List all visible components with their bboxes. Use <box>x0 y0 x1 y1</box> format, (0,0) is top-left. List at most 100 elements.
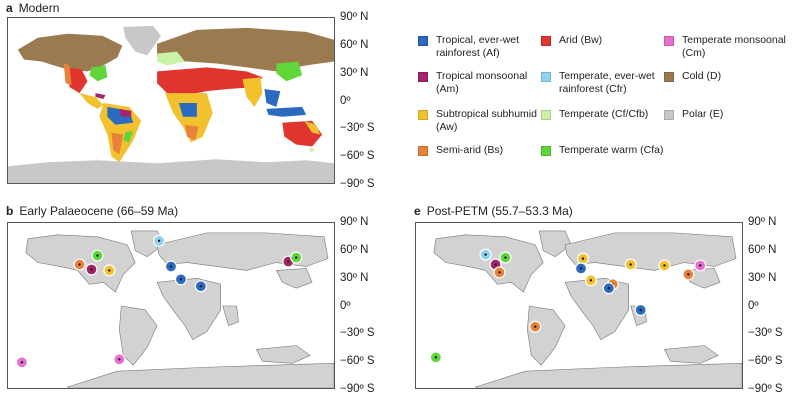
site-marker <box>493 266 506 279</box>
legend-item: Tropical, ever-wet rainforest (Af) <box>418 34 546 60</box>
lat-90s: −90º S <box>340 178 375 190</box>
panel-label: Post-PETM (55.7–53.3 Ma) <box>426 204 573 218</box>
site-marker <box>194 280 207 293</box>
legend-swatch <box>418 36 428 46</box>
site-marker <box>164 260 178 273</box>
legend-label: Tropical monsoonal (Am) <box>436 70 528 95</box>
legend-swatch <box>541 146 551 156</box>
lat-0: 0º <box>748 299 759 312</box>
legend-swatch <box>541 36 551 46</box>
legend-label: Temperate warm (Cfa) <box>559 144 664 156</box>
greenland <box>538 230 572 257</box>
site-marker <box>113 353 126 366</box>
legend-label: Arid (Bw) <box>559 34 603 46</box>
legend-swatch <box>541 110 551 120</box>
site-marker <box>429 351 442 364</box>
sahara-arabia <box>157 67 263 96</box>
site-marker <box>624 258 637 271</box>
site-marker <box>576 252 590 265</box>
site-marker <box>73 258 86 271</box>
lat-60s: −60º S <box>340 150 375 163</box>
modern-map-svg <box>8 25 334 183</box>
na-green <box>89 65 108 82</box>
palaeo-map-b-svg <box>15 230 334 388</box>
legend-swatch <box>541 72 551 82</box>
panel-a-latitudes: 90º N 60º N 30º N 0º −30º S −60º S −90º … <box>340 11 388 190</box>
fossil-sites-b <box>15 234 303 369</box>
panel-letter: b <box>6 204 14 218</box>
europe-asia <box>156 232 329 271</box>
legend-item: Temperate warm (Cfa) <box>541 144 669 157</box>
legend-item: Cold (D) <box>664 70 792 83</box>
europe-temperate <box>157 51 185 66</box>
north-america <box>433 234 544 293</box>
site-marker <box>658 259 671 272</box>
lat-60s: −60º S <box>340 355 375 368</box>
lat-30s: −30º S <box>340 327 375 340</box>
panel-letter: e <box>414 204 421 218</box>
panel-b-latitudes: 90º N 60º N 30º N 0º −30º S −60º S −90º … <box>340 216 388 395</box>
north-america-cold <box>17 33 123 72</box>
sa-green <box>123 130 134 143</box>
australia <box>664 345 719 364</box>
site-marker <box>85 263 98 276</box>
greenland <box>123 25 162 56</box>
south-america <box>527 305 566 366</box>
sa-am <box>119 108 132 117</box>
legend-label: Semi-arid (Bs) <box>436 144 504 156</box>
lat-0: 0º <box>340 299 351 312</box>
legend-label: Polar (E) <box>682 108 724 120</box>
eurasia-cold <box>157 27 334 72</box>
legend-swatch <box>418 146 428 156</box>
site-marker <box>15 356 28 369</box>
site-marker <box>174 273 188 286</box>
legend-label: Subtropical subhumid (Aw) <box>436 108 537 133</box>
legend-item: Subtropical subhumid (Aw) <box>418 108 546 134</box>
africa-south-arid <box>184 124 199 141</box>
site-marker <box>153 234 166 247</box>
lat-60n: 60º N <box>340 243 369 256</box>
east-asia-green <box>276 61 303 82</box>
panel-letter: a <box>6 1 13 15</box>
panel-e-title: e Post-PETM (55.7–53.3 Ma) <box>414 204 573 218</box>
site-marker <box>602 282 615 295</box>
legend-label: Tropical, ever-wet rainforest (Af) <box>436 34 520 59</box>
site-marker <box>91 249 104 262</box>
palaeo-map-e-svg <box>429 230 742 388</box>
india <box>242 77 263 107</box>
lat-60s: −60º S <box>748 355 783 368</box>
legend-item: Temperate (Cf/Cfb) <box>541 108 669 121</box>
legend-swatch <box>664 72 674 82</box>
site-marker <box>499 251 512 264</box>
antarctica <box>8 159 334 183</box>
se-asia <box>275 268 313 289</box>
modern-climate-map <box>7 17 335 184</box>
site-marker <box>574 262 588 275</box>
site-marker <box>634 303 647 316</box>
climate-legend: Tropical, ever-wet rainforest (Af) Tropi… <box>418 32 796 162</box>
south-america <box>119 305 158 366</box>
lat-30s: −30º S <box>340 122 375 135</box>
panel-label: Early Palaeocene (66–59 Ma) <box>19 204 179 218</box>
panel-e-latitudes: 90º N 60º N 30º N 0º −30º S −60º S −90º … <box>748 216 796 395</box>
se-asia <box>264 89 281 107</box>
legend-item: Tropical monsoonal (Am) <box>418 70 546 96</box>
legend-item: Temperate, ever-wet rainforest (Cfr) <box>541 70 669 96</box>
africa <box>156 278 221 340</box>
lat-30n: 30º N <box>748 271 777 284</box>
na-arid <box>65 67 88 94</box>
lat-90s: −90º S <box>340 383 375 395</box>
lat-60n: 60º N <box>340 38 369 51</box>
lat-30n: 30º N <box>340 66 369 79</box>
caribbean <box>95 93 106 100</box>
post-petm-map <box>415 222 743 389</box>
na-semiarid <box>63 63 72 86</box>
legend-swatch <box>664 36 674 46</box>
lat-30s: −30º S <box>748 327 783 340</box>
legend-label: Temperate monsoonal (Cm) <box>682 34 786 59</box>
lat-60n: 60º N <box>748 243 777 256</box>
legend-label: Temperate (Cf/Cfb) <box>559 108 649 120</box>
india <box>222 305 239 327</box>
indonesia <box>266 106 307 117</box>
antarctica <box>475 363 742 388</box>
